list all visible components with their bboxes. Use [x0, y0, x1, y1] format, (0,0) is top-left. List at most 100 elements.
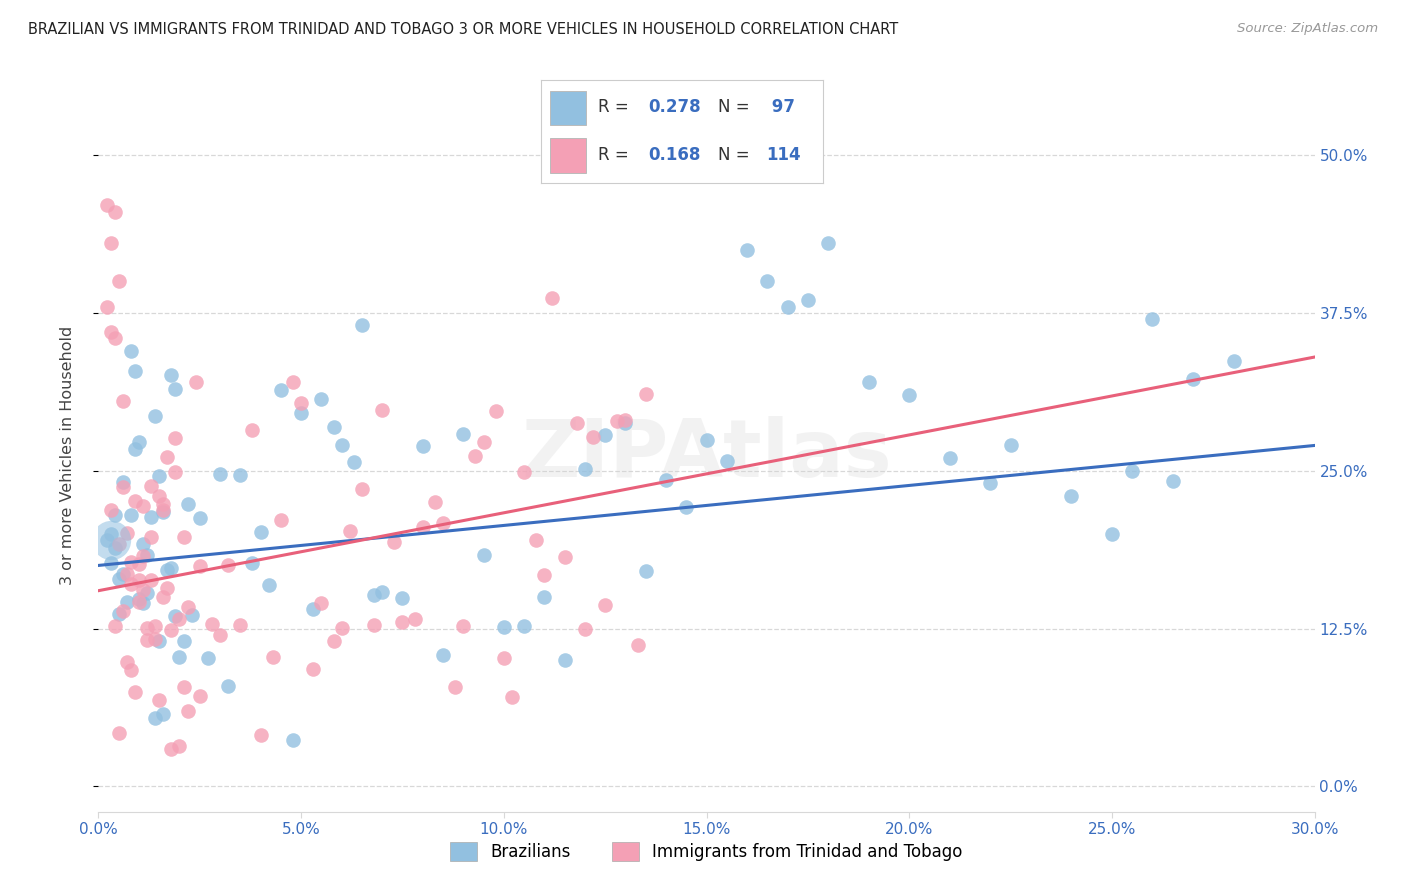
Text: 97: 97	[766, 98, 796, 117]
Point	[290, 406, 312, 420]
Point	[302, 663, 325, 677]
Text: R =: R =	[598, 145, 634, 163]
Point	[634, 387, 657, 401]
Point	[107, 274, 129, 288]
Point	[229, 618, 252, 632]
Point	[165, 382, 187, 396]
Point	[593, 598, 616, 612]
Point	[655, 473, 678, 487]
Point	[574, 461, 596, 475]
Point	[270, 384, 292, 398]
Point	[472, 435, 495, 450]
Point	[165, 465, 187, 479]
Point	[169, 739, 191, 753]
Point	[391, 591, 413, 605]
Point	[100, 556, 122, 570]
Point	[464, 450, 486, 464]
Point	[242, 557, 264, 571]
Point	[124, 685, 146, 699]
Point	[322, 419, 344, 434]
Point	[898, 388, 921, 402]
Point	[104, 204, 127, 219]
Point	[756, 274, 779, 288]
Point	[169, 612, 191, 626]
Point	[120, 555, 142, 569]
Point	[533, 567, 555, 582]
Point	[111, 566, 134, 581]
FancyBboxPatch shape	[550, 91, 586, 126]
Point	[1000, 438, 1022, 452]
Point	[139, 573, 162, 587]
Point	[173, 681, 195, 695]
Legend: Brazilians, Immigrants from Trinidad and Tobago: Brazilians, Immigrants from Trinidad and…	[437, 829, 976, 875]
Text: Source: ZipAtlas.com: Source: ZipAtlas.com	[1237, 22, 1378, 36]
Point	[513, 465, 536, 479]
Point	[165, 609, 187, 624]
Point	[169, 649, 191, 664]
Point	[391, 615, 413, 630]
Point	[270, 512, 292, 526]
Point	[156, 450, 179, 465]
Point	[716, 454, 738, 468]
Point	[565, 416, 588, 430]
Point	[132, 596, 155, 610]
Point	[1060, 489, 1083, 503]
Point	[128, 595, 150, 609]
Point	[1142, 312, 1164, 326]
Point	[120, 343, 142, 358]
Point	[107, 725, 129, 739]
Point	[124, 494, 146, 508]
Point	[107, 607, 129, 621]
Point	[104, 508, 127, 522]
Point	[120, 663, 142, 677]
Point	[100, 502, 122, 516]
Point	[554, 653, 576, 667]
Point	[939, 451, 962, 466]
Point	[128, 558, 150, 572]
Point	[165, 431, 187, 445]
Point	[111, 475, 134, 489]
Point	[148, 693, 170, 707]
Point	[330, 621, 353, 635]
Point	[120, 577, 142, 591]
Point	[124, 364, 146, 378]
Point	[188, 558, 211, 573]
Point	[111, 605, 134, 619]
Point	[152, 505, 174, 519]
Point	[160, 624, 183, 638]
Point	[217, 558, 239, 572]
Point	[541, 291, 564, 305]
Point	[675, 500, 697, 514]
Point	[281, 733, 304, 747]
Point	[242, 423, 264, 437]
Point	[217, 679, 239, 693]
Point	[104, 541, 127, 556]
Point	[524, 533, 547, 547]
Point	[343, 455, 366, 469]
Point	[128, 434, 150, 449]
Point	[574, 622, 596, 636]
Point	[614, 416, 637, 430]
Point	[152, 706, 174, 721]
Text: R =: R =	[598, 98, 634, 117]
Point	[201, 616, 224, 631]
Point	[136, 586, 159, 600]
Point	[363, 618, 385, 632]
FancyBboxPatch shape	[550, 137, 586, 173]
Point	[156, 563, 179, 577]
Point	[554, 549, 576, 564]
Point	[124, 442, 146, 457]
Point	[96, 198, 118, 212]
Point	[128, 573, 150, 587]
Point	[139, 530, 162, 544]
Point	[979, 476, 1001, 491]
Point	[160, 368, 183, 382]
Point	[115, 526, 138, 541]
Point	[1222, 354, 1244, 368]
Point	[148, 468, 170, 483]
Point	[776, 300, 799, 314]
Point	[152, 590, 174, 604]
Point	[1101, 526, 1123, 541]
Point	[262, 649, 284, 664]
Text: 0.168: 0.168	[648, 145, 700, 163]
